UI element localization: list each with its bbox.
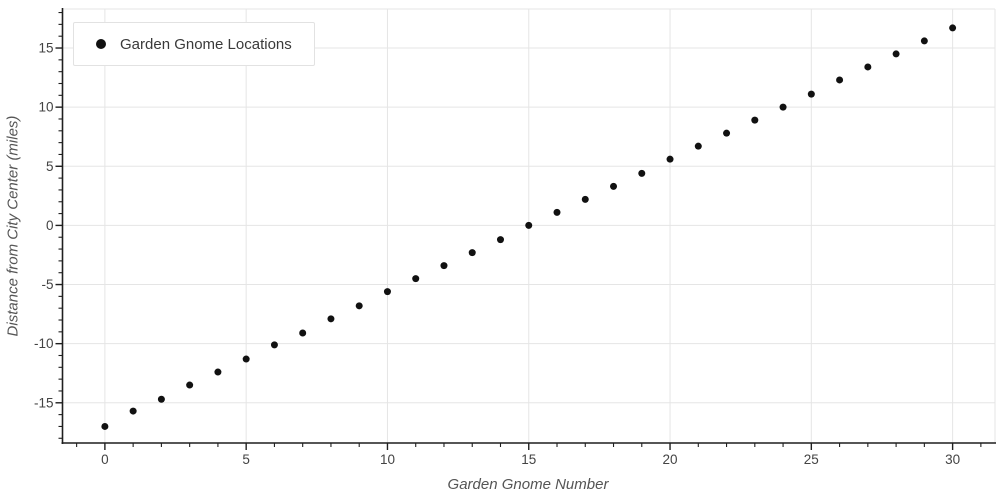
- data-point: [836, 76, 844, 84]
- data-point: [355, 302, 363, 310]
- data-point: [383, 288, 391, 296]
- x-tick-label: 0: [101, 452, 109, 467]
- data-point: [892, 50, 900, 58]
- x-axis-title: Garden Gnome Number: [447, 476, 609, 493]
- data-point: [807, 90, 815, 98]
- data-point: [779, 103, 787, 111]
- data-point: [214, 368, 222, 376]
- data-point: [186, 381, 194, 389]
- x-tick-label: 5: [242, 452, 250, 467]
- data-point: [157, 395, 165, 403]
- data-point: [581, 195, 589, 203]
- y-tick-label: -15: [34, 395, 54, 410]
- data-point: [101, 422, 109, 430]
- y-tick-label: 0: [46, 218, 54, 233]
- y-tick-label: 10: [38, 100, 53, 115]
- x-tick-label: 30: [945, 452, 960, 467]
- data-point: [468, 249, 476, 257]
- y-tick-label: -5: [41, 277, 53, 292]
- legend[interactable]: Garden Gnome Locations: [73, 22, 315, 66]
- x-tick-label: 15: [521, 452, 536, 467]
- x-tick-label: 25: [804, 452, 819, 467]
- data-point: [496, 236, 504, 244]
- data-point: [920, 37, 928, 45]
- data-point: [723, 129, 731, 137]
- data-point: [242, 355, 250, 363]
- data-point: [440, 262, 448, 270]
- data-point: [864, 63, 872, 71]
- data-point: [129, 407, 137, 415]
- data-point: [270, 341, 278, 349]
- data-point: [327, 315, 335, 323]
- y-axis-title: Distance from City Center (miles): [4, 115, 22, 337]
- legend-label: Garden Gnome Locations: [120, 35, 292, 53]
- data-point: [412, 275, 420, 283]
- data-point: [525, 221, 533, 229]
- x-tick-label: 10: [380, 452, 395, 467]
- x-tick-label: 20: [663, 452, 678, 467]
- y-tick-label: 15: [38, 41, 53, 56]
- data-point: [949, 24, 957, 32]
- y-tick-label: 5: [46, 159, 54, 174]
- data-point: [694, 142, 702, 150]
- data-point: [751, 116, 759, 124]
- data-point: [666, 155, 674, 163]
- data-point: [638, 169, 646, 177]
- data-point: [299, 329, 307, 337]
- legend-marker-icon: [96, 39, 106, 49]
- data-point: [553, 208, 561, 216]
- y-tick-label: -10: [34, 336, 54, 351]
- data-point: [610, 182, 618, 190]
